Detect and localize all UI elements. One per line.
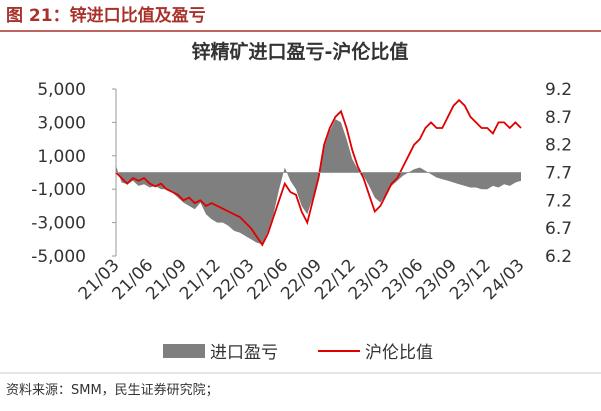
y2-tick-label: 6.2 xyxy=(545,247,572,267)
y2-tick-label: 7.2 xyxy=(545,191,572,211)
y-tick-label: -3,000 xyxy=(31,214,86,234)
legend-swatch xyxy=(163,344,205,358)
legend-label: 沪伦比值 xyxy=(365,343,433,363)
y-tick-label: -5,000 xyxy=(31,247,86,267)
y2-tick-label: 8.2 xyxy=(545,136,572,156)
legend-label: 进口盈亏 xyxy=(210,343,278,363)
y-tick-label: 1,000 xyxy=(37,147,86,167)
y2-tick-label: 9.2 xyxy=(545,80,572,100)
y-tick-label: 3,000 xyxy=(37,113,86,133)
y2-tick-label: 8.7 xyxy=(545,108,572,128)
ratio-line xyxy=(115,98,522,247)
y-tick-label: 5,000 xyxy=(37,80,86,100)
y2-tick-label: 6.7 xyxy=(545,219,572,239)
chart-title: 锌精矿进口盈亏-沪伦比值 xyxy=(192,40,409,63)
figure-label: 图 21：锌进口比值及盈亏 xyxy=(6,5,206,26)
source: 资料来源：SMM，民生证券研究院； xyxy=(6,382,219,398)
y2-tick-label: 7.7 xyxy=(545,164,572,184)
y-tick-label: -1,000 xyxy=(31,180,86,200)
profit-area xyxy=(116,119,521,245)
